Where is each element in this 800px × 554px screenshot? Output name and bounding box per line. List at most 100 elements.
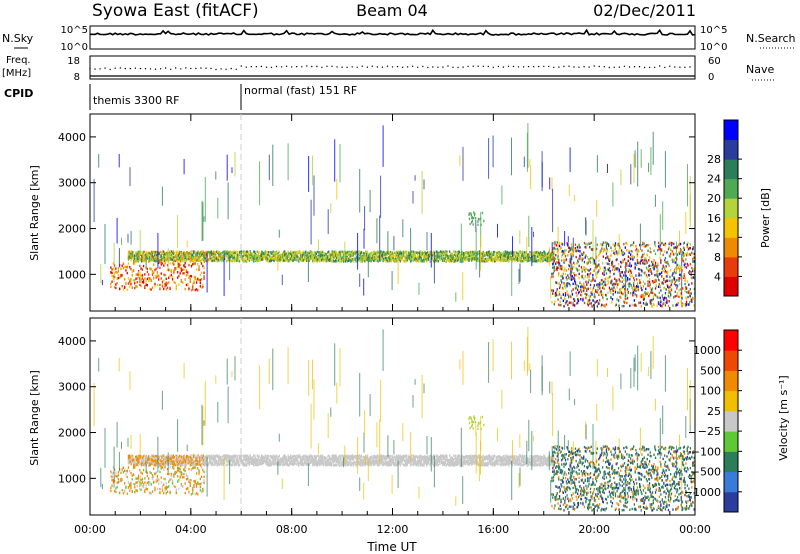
freq-point (225, 68, 227, 71)
freq-point (230, 67, 232, 70)
velocity-echoes (93, 327, 696, 512)
freq-point (341, 66, 343, 68)
freq-point (659, 65, 661, 67)
nsky-tick-bottom: 10^0 (61, 42, 88, 53)
freq-point (170, 68, 172, 71)
freq-point (502, 66, 505, 68)
freq-point (134, 67, 137, 69)
freq-point (568, 65, 570, 67)
freq-point (301, 66, 303, 68)
nsky-label: N.Sky (2, 32, 34, 45)
time-tick-label: 00:00 (679, 523, 711, 536)
freq-point (603, 66, 605, 68)
freq-point (291, 66, 293, 68)
freq-point (361, 65, 363, 67)
freq-point (391, 66, 394, 68)
colorbar-swatch (724, 178, 738, 199)
freq-tick-bottom: 8 (74, 72, 80, 83)
freq-point (689, 66, 691, 68)
freq-point (613, 66, 615, 69)
freq-point (628, 66, 631, 68)
freq-point (321, 66, 323, 69)
freq-point (164, 67, 167, 69)
freq-point (139, 67, 142, 70)
time-tick-label: 04:00 (175, 523, 207, 536)
freq-point (99, 68, 101, 70)
freq-label: Freq. (6, 55, 31, 66)
colorbar-tick-label: 100 (700, 385, 721, 398)
freq-point (396, 65, 399, 68)
freq-point (356, 66, 358, 69)
colorbar-swatch (724, 159, 738, 180)
freq-point (190, 67, 192, 70)
colorbar-tick-label: 4 (714, 270, 721, 283)
time-axis: 00:00 04:00 08:00 12:00 16:00 20:00 00:00 (74, 114, 711, 536)
power-colorbar: 4 8 12 16 20 24 28 Power [dB] (707, 119, 772, 297)
freq-point (452, 66, 454, 69)
range-tick-label: 4000 (58, 335, 86, 348)
freq-point (154, 68, 157, 70)
colorbar-swatch (724, 237, 738, 258)
freq-point (195, 67, 197, 70)
range-tick-label: 2000 (58, 223, 86, 236)
power-panel: 1000 2000 3000 4000 Slant Range [km] (28, 113, 696, 312)
freq-point (205, 67, 207, 69)
colorbar-tick-label: 500 (700, 364, 721, 377)
colorbar-tick-label: 16 (707, 212, 721, 225)
colorbar-tick-label: 8 (714, 251, 721, 264)
range-tick-label: 4000 (58, 131, 86, 144)
freq-point (427, 66, 429, 69)
freq-point (578, 66, 580, 68)
freq-point (533, 66, 535, 68)
freq-point (558, 66, 560, 68)
freq-point (200, 67, 202, 69)
freq-point (159, 68, 162, 70)
colorbar-tick-label: −1000 (684, 486, 721, 499)
freq-point (669, 65, 671, 67)
colorbar-swatch (724, 276, 738, 297)
colorbar-tick-label: 24 (707, 173, 721, 186)
freq-point (618, 66, 621, 68)
freq-point (648, 66, 651, 69)
freq-point (527, 65, 530, 68)
colorbar-tick-label: 20 (707, 192, 721, 205)
nsky-panel: N.Sky 10^5 10^0 10^5 10^0 N.Search (2, 25, 796, 53)
colorbar-swatch (724, 471, 738, 493)
velocity-colorbar-label: Velocity [m s⁻¹] (777, 375, 790, 460)
velocity-colorbar: 1000 500 100 25 −25 −100 −500 −1000 Velocity [m… (684, 329, 790, 513)
freq-point (401, 66, 404, 69)
freq-point (296, 66, 298, 68)
colorbar-tick-label: 12 (707, 231, 721, 244)
freq-point (255, 66, 258, 68)
freq-point (598, 65, 600, 68)
freq-point (311, 65, 313, 68)
power-ylabel: Slant Range [km] (28, 165, 41, 261)
freq-point (442, 66, 444, 68)
freq-point (588, 66, 590, 68)
freq-point (497, 65, 500, 68)
freq-point (573, 66, 575, 68)
freq-point (104, 67, 106, 69)
freq-point (447, 65, 449, 67)
freq-point (306, 65, 308, 67)
colorbar-tick-label: 28 (707, 153, 721, 166)
freq-point (386, 65, 389, 67)
time-axis-label: Time UT (366, 540, 417, 554)
freq-point (462, 66, 464, 68)
freq-point (149, 68, 152, 70)
colorbar-swatch (724, 217, 738, 238)
range-tick-label: 3000 (58, 177, 86, 190)
colorbar-swatch (724, 451, 738, 473)
freq-unit: [MHz] (2, 68, 31, 79)
velocity-y-axis: 1000 2000 3000 4000 (58, 335, 695, 485)
freq-series (89, 65, 691, 71)
range-tick-label: 1000 (58, 472, 86, 485)
freq-point (280, 66, 283, 68)
freq-point (316, 65, 318, 68)
freq-point (522, 66, 525, 68)
freq-point (563, 65, 565, 68)
cpid-segment-2: normal (fast) 151 RF (244, 84, 357, 97)
freq-point (220, 68, 222, 70)
power-y-axis: 1000 2000 3000 4000 (58, 131, 695, 281)
